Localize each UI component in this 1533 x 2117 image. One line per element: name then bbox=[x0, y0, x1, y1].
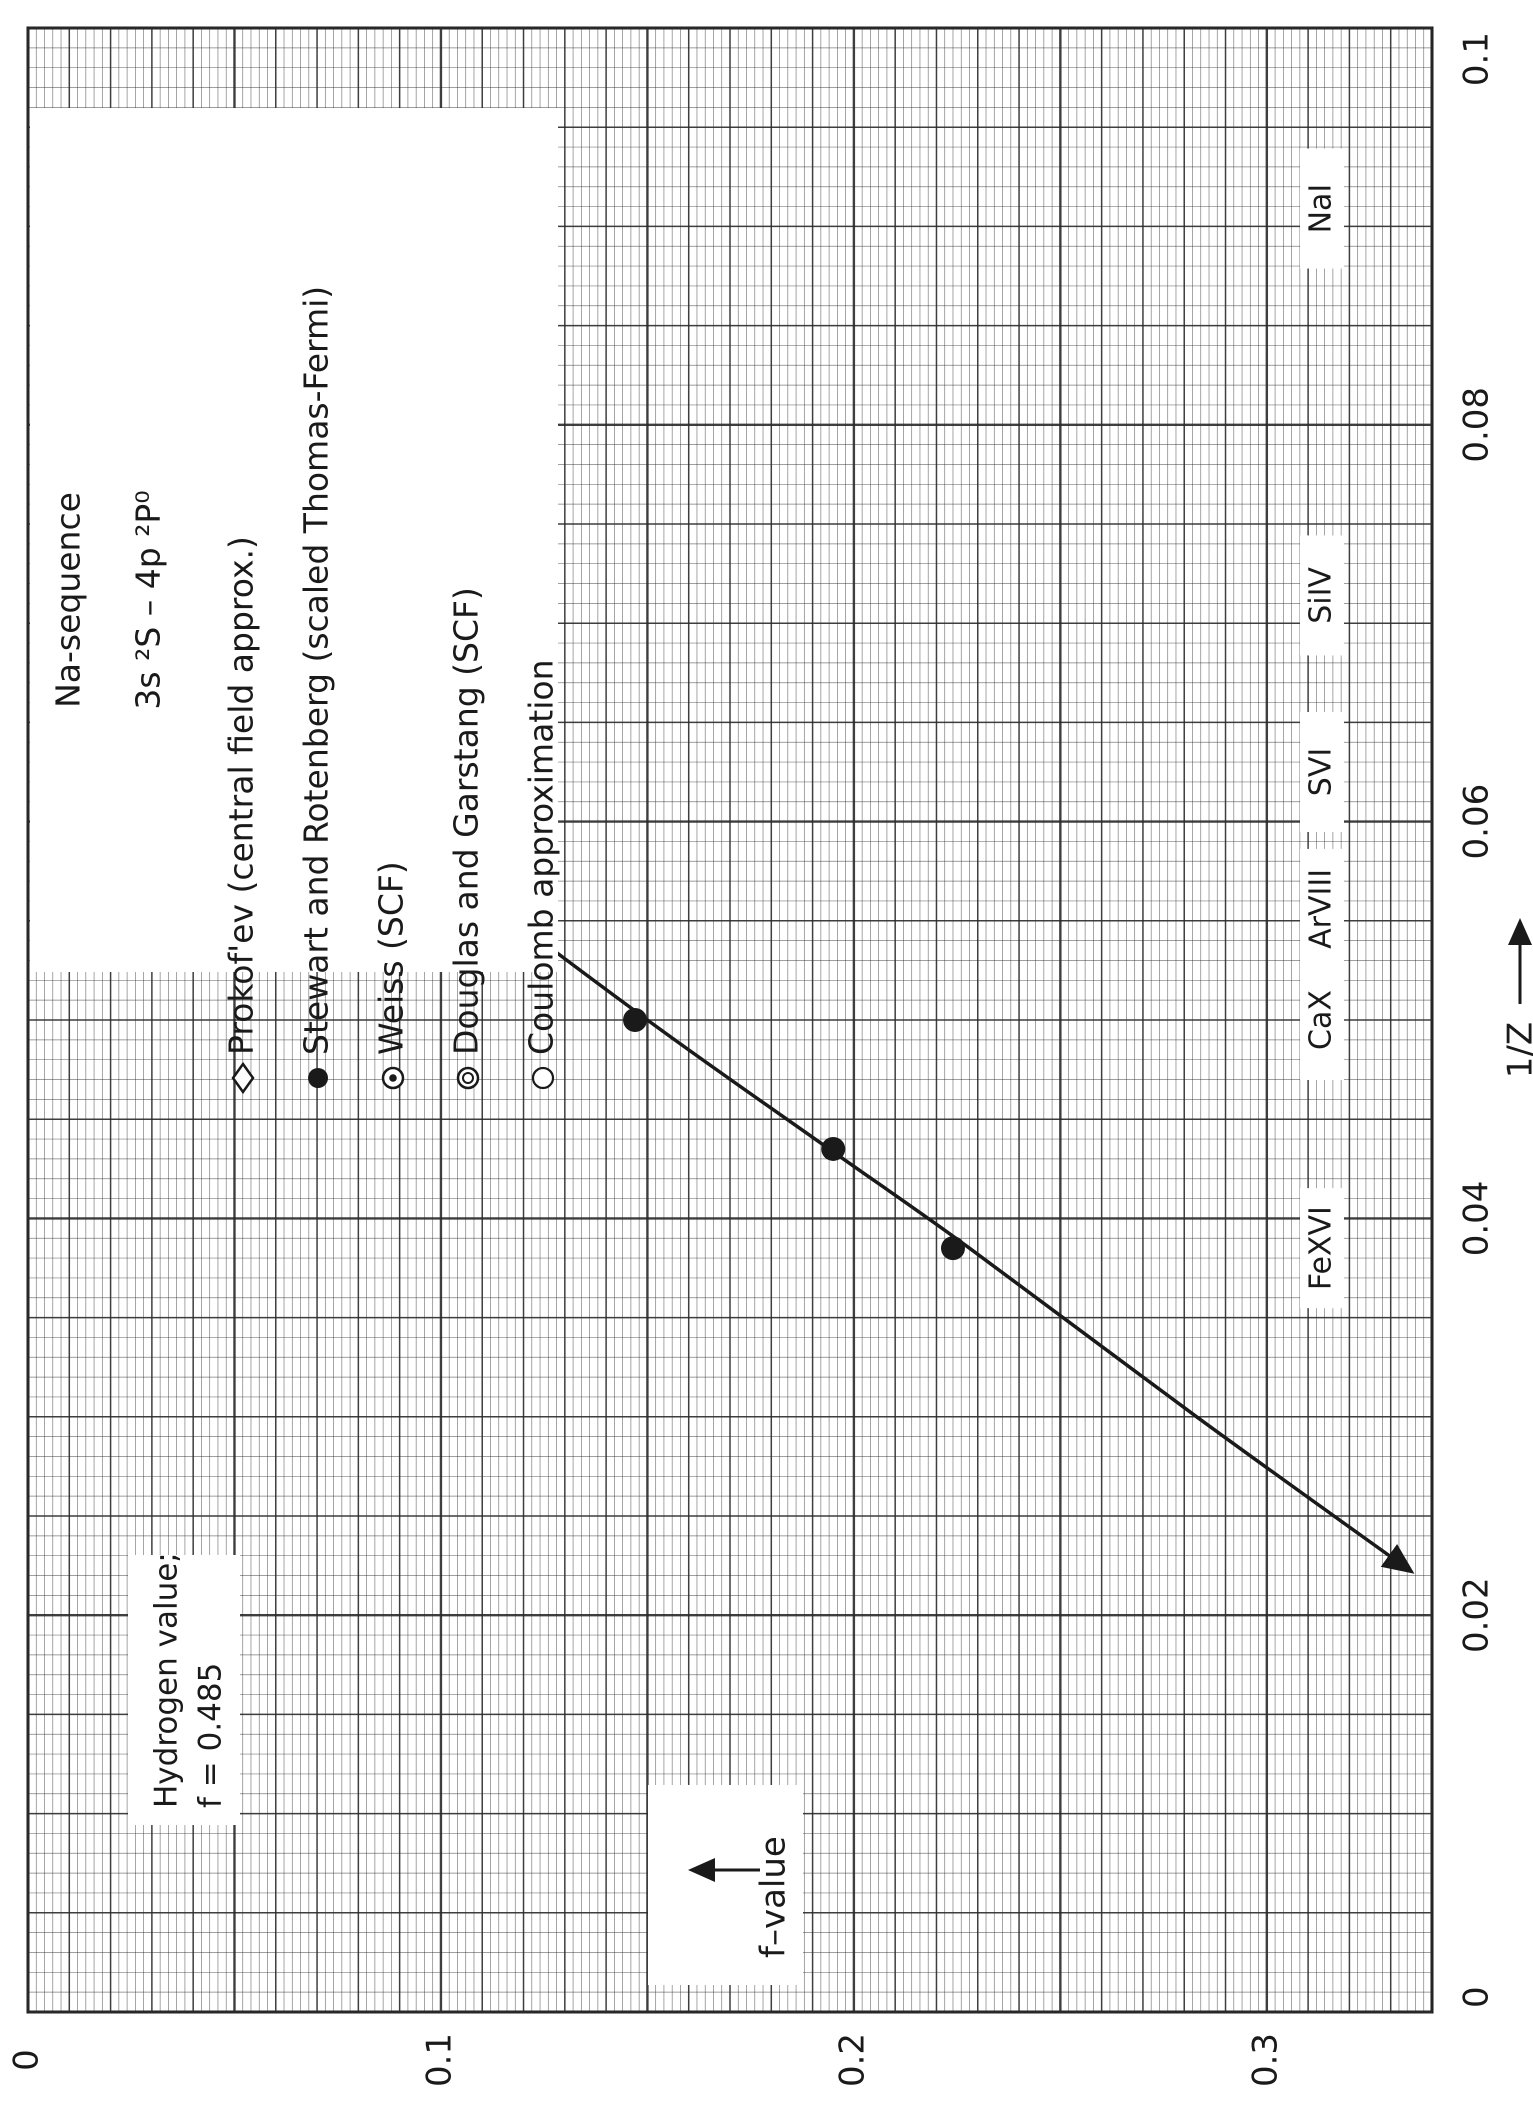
ion-label-bg bbox=[1300, 712, 1344, 832]
legend-box bbox=[30, 108, 558, 972]
chart-subtitle: 3s ²S – 4p ²P⁰ bbox=[129, 490, 168, 709]
hydrogen-note-line-1: Hydrogen value; bbox=[149, 1552, 185, 1808]
legend-marker-open-circle bbox=[531, 1066, 555, 1090]
legend-entry: Douglas and Garstang (SCF) bbox=[447, 587, 486, 1055]
ion-label: NaI bbox=[1304, 184, 1339, 234]
data-point-filled-circle-shape bbox=[623, 1008, 648, 1032]
legend-marker-filled-circle bbox=[308, 1068, 328, 1088]
legend-marker-open-circle-shape bbox=[531, 1066, 555, 1090]
ion-label: SiIV bbox=[1304, 567, 1339, 624]
inverse-z-tick-label: 0.08 bbox=[1457, 387, 1497, 463]
f-value-tick-label: 0.2 bbox=[832, 2033, 872, 2087]
chart-title: Na-sequence bbox=[49, 492, 88, 708]
ion-label-bg bbox=[1300, 148, 1344, 269]
ion-label-bg bbox=[1300, 1188, 1344, 1309]
ion-label-bg bbox=[1300, 960, 1344, 1080]
ion-label-bg bbox=[1300, 535, 1344, 656]
ion-label: FeXVI bbox=[1304, 1206, 1339, 1290]
legend-marker-diamond bbox=[231, 1061, 255, 1095]
legend-entry: Weiss (SCF) bbox=[372, 861, 411, 1055]
legend-marker-double-circle-inner bbox=[462, 1072, 474, 1084]
inverse-z-tick-label: 0.04 bbox=[1457, 1181, 1497, 1257]
f-value-axis-label: f–value bbox=[754, 1836, 794, 1958]
data-point-filled-circle bbox=[821, 1136, 846, 1161]
ion-labels: FeXVI CaX ArVIII SVI SiIV NaI bbox=[1300, 148, 1344, 1309]
inverse-z-tick-label: 0.02 bbox=[1457, 1577, 1497, 1653]
f-value-tick-labels: 0 0.1 0.2 0.3 bbox=[7, 2033, 1286, 2087]
data-point-filled-circle-shape bbox=[940, 1236, 965, 1261]
data-point-filled-circle bbox=[623, 1008, 648, 1032]
f-value-tick-label: 0.1 bbox=[419, 2033, 459, 2087]
inverse-z-tick-labels: 0 0.02 0.04 0.06 0.08 0.1 bbox=[1457, 32, 1497, 2008]
legend: Na-sequence 3s ²S – 4p ²P⁰ Prokof'ev (cent… bbox=[30, 108, 561, 1095]
legend-marker-double-circle-shape bbox=[456, 1066, 480, 1090]
data-point-filled-circle-shape bbox=[821, 1136, 846, 1161]
legend-marker-dot-circle-center bbox=[389, 1074, 397, 1082]
inverse-z-tick-label: 0.1 bbox=[1457, 32, 1497, 86]
legend-marker-double-circle bbox=[456, 1066, 480, 1090]
f-value-tick-label: 0 bbox=[7, 2049, 47, 2071]
hydrogen-note-box bbox=[128, 1555, 240, 1825]
ion-label: CaX bbox=[1304, 990, 1339, 1050]
inverse-z-tick-label: 0 bbox=[1457, 1986, 1497, 2008]
axis-labels: Hydrogen value; f = 0.485 f–value 1/Z bbox=[128, 918, 1533, 1985]
legend-entry: Coulomb approximation bbox=[522, 659, 561, 1055]
data-point-filled-circle bbox=[940, 1236, 965, 1261]
legend-entry: Stewart and Rotenberg (scaled Thomas-Fer… bbox=[297, 286, 336, 1055]
ion-label: ArVIII bbox=[1304, 869, 1339, 949]
legend-entry: Prokof'ev (central field approx.) bbox=[222, 536, 261, 1055]
legend-marker-diamond-shape bbox=[231, 1061, 255, 1095]
legend-marker-dot-circle bbox=[381, 1066, 405, 1090]
legend-marker-filled-circle-shape bbox=[308, 1068, 328, 1088]
inverse-z-tick-label: 0.06 bbox=[1457, 784, 1497, 860]
inverse-z-axis-label: 1/Z bbox=[1501, 1022, 1533, 1078]
ion-label: SVI bbox=[1304, 748, 1339, 796]
ion-label-bg bbox=[1300, 848, 1344, 969]
f-value-tick-label: 0.3 bbox=[1245, 2033, 1285, 2087]
hydrogen-note-line-2: f = 0.485 bbox=[193, 1663, 229, 1808]
f-value-label-box bbox=[648, 1785, 803, 1985]
